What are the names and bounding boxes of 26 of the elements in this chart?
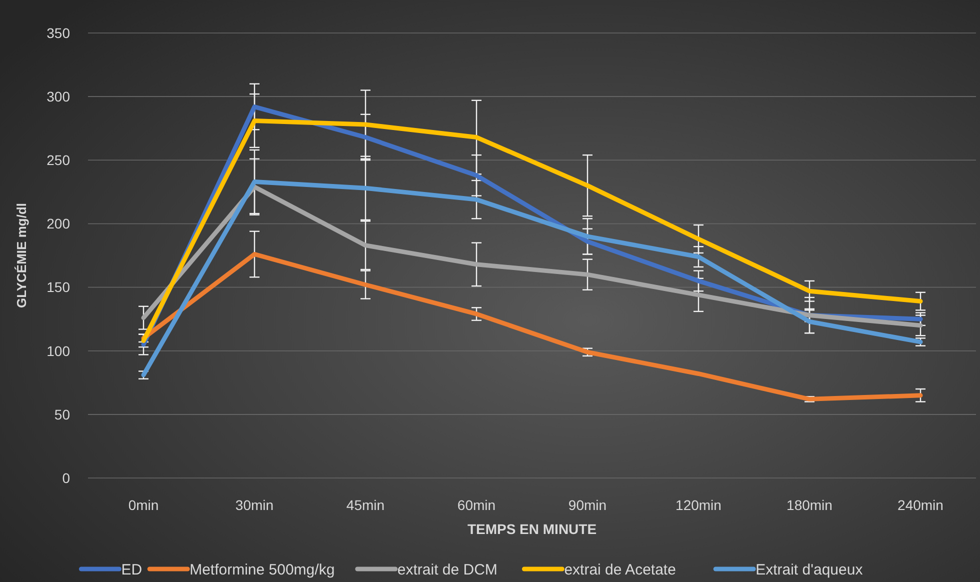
y-tick-label: 150 xyxy=(46,279,70,296)
x-tick-label: 90min xyxy=(568,496,607,513)
legend-label: Extrait d'aqueux xyxy=(756,561,864,578)
legend-label: extrait de DCM xyxy=(397,561,498,578)
y-tick-label: 200 xyxy=(46,216,70,232)
legend-label: extrai de Acetate xyxy=(564,561,676,578)
y-tick-label: 350 xyxy=(46,24,70,41)
x-tick-label: 120min xyxy=(676,496,722,513)
line-series xyxy=(141,184,923,328)
line-series xyxy=(141,180,923,378)
x-tick-label: 30min xyxy=(235,496,274,513)
legend-label: ED xyxy=(121,561,142,578)
x-tick-label: 240min xyxy=(898,496,944,513)
y-tick-label: 0 xyxy=(62,470,70,486)
y-tick-label: 100 xyxy=(46,342,70,359)
line-series xyxy=(141,252,923,402)
x-axis-title: TEMPS EN MINUTE xyxy=(467,521,597,537)
x-tick-label: 0min xyxy=(128,496,159,513)
y-tick-label: 250 xyxy=(46,152,70,168)
legend-label: Metformine 500mg/kg xyxy=(190,561,335,578)
x-tick-label: 180min xyxy=(786,496,832,513)
x-tick-label: 60min xyxy=(457,496,496,513)
y-axis-title: GLYCÉMIE mg/dl xyxy=(14,203,29,308)
y-tick-label: 300 xyxy=(46,88,70,104)
y-tick-label: 50 xyxy=(54,406,70,422)
x-tick-label: 45min xyxy=(346,496,385,513)
